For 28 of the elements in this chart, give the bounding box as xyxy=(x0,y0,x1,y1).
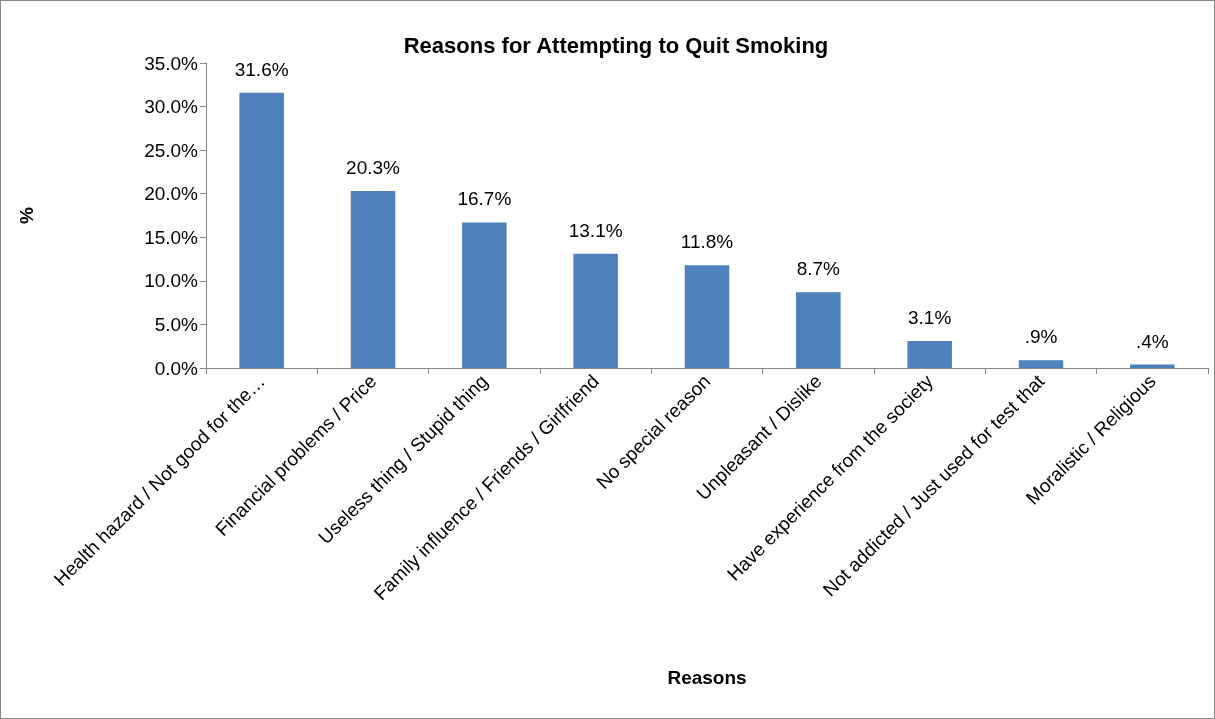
data-label: 16.7% xyxy=(457,188,512,210)
bar xyxy=(684,265,730,368)
bar xyxy=(350,191,396,368)
y-tick-label: 15.0% xyxy=(144,226,199,248)
chart-title: Reasons for Attempting to Quit Smoking xyxy=(403,32,829,58)
y-tick-label: 5.0% xyxy=(154,313,199,335)
bar xyxy=(796,292,841,368)
y-axis-title: % xyxy=(16,206,37,224)
y-tick-label: 0.0% xyxy=(154,357,199,379)
y-tick-label: 35.0% xyxy=(144,52,199,74)
data-label: 8.7% xyxy=(796,258,841,280)
y-tick-label: 30.0% xyxy=(144,96,199,118)
y-tick-label: 25.0% xyxy=(144,139,199,161)
x-axis-title: Reasons xyxy=(667,667,747,688)
y-tick-label: 20.0% xyxy=(144,183,199,205)
data-label: .9% xyxy=(1024,326,1058,348)
y-tick-label: 10.0% xyxy=(144,270,199,292)
data-label: 13.1% xyxy=(568,219,623,241)
bar xyxy=(1018,360,1064,368)
bar xyxy=(462,222,507,368)
data-label: .4% xyxy=(1135,330,1169,352)
data-label: 20.3% xyxy=(346,157,401,179)
data-label: 11.8% xyxy=(680,231,734,253)
data-label: 31.6% xyxy=(234,58,289,80)
bar xyxy=(573,253,618,368)
bar xyxy=(239,92,284,368)
data-label: 3.1% xyxy=(908,306,952,328)
bar xyxy=(907,340,952,368)
